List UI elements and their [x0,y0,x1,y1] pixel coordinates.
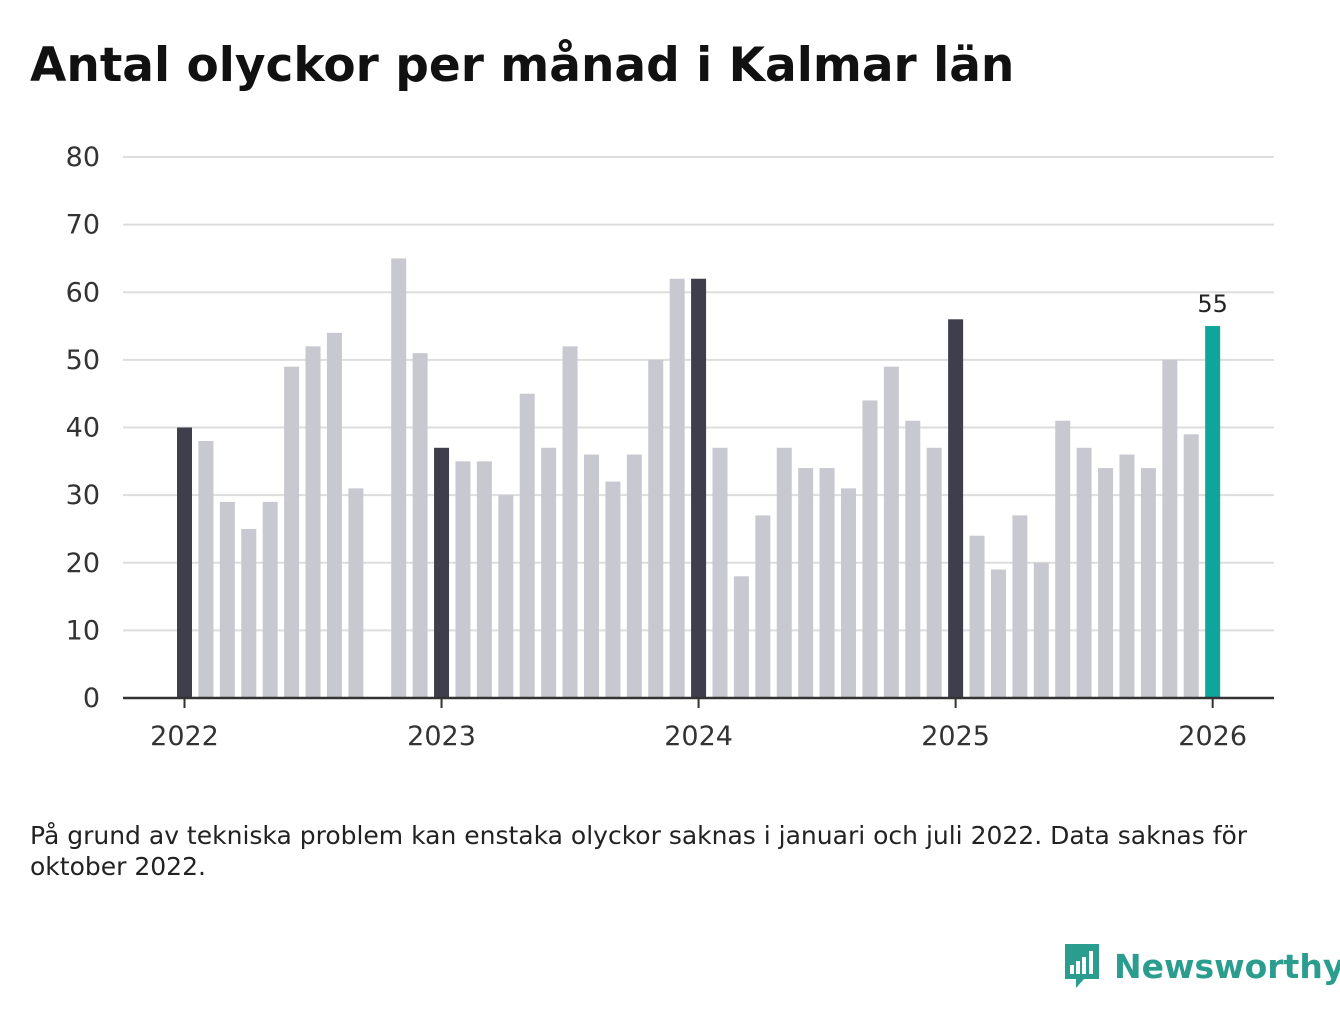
bar-2022-03 [219,501,235,698]
bar-2024-11 [905,420,921,698]
bar-2025-08 [1098,468,1114,698]
bar-chart: 0 10 20 30 40 50 60 70 80 55 2022 2023 2024 2025 2026 [66,142,1274,752]
bar-2024-04 [755,515,771,698]
bars [177,258,1221,698]
bar-2022-05 [262,501,278,698]
bar-2025-10 [1140,468,1156,698]
bar-2022-06 [284,366,300,698]
bar-2023-09 [605,481,621,698]
bar-2022-01 [177,427,192,698]
bar-2024-01 [691,278,707,698]
bar-2022-09 [348,488,364,698]
x-tick-label: 2026 [1178,721,1247,752]
x-tick-label: 2022 [150,721,219,752]
y-tick-label: 80 [66,142,100,173]
bar-2025-09 [1119,454,1135,698]
bar-2023-03 [476,461,492,698]
data-label-latest: 55 [1197,290,1228,318]
brand-logo-block[interactable]: Newsworthy [1062,940,1340,992]
bar-chart-speech-bubble-icon [1062,941,1102,991]
y-tick-label: 20 [66,548,100,579]
bar-2023-07 [562,346,578,698]
bar-2025-07 [1076,447,1092,698]
bar-2025-12 [1183,434,1199,698]
bar-2024-07 [819,468,835,698]
y-tick-label: 30 [66,480,100,511]
chart-title: Antal olyckor per månad i Kalmar län [30,38,1015,93]
y-tick-label: 10 [66,615,100,646]
bar-2023-08 [583,454,599,698]
bar-2025-03 [990,569,1006,698]
bar-2023-01 [434,447,450,698]
bar-2022-07 [305,346,321,698]
y-tick-label: 70 [66,210,100,241]
bar-2025-05 [1033,562,1049,698]
bar-2023-11 [648,359,664,698]
bar-2023-02 [455,461,471,698]
x-tick-label: 2023 [407,721,476,752]
bar-2024-08 [841,488,857,698]
bar-2024-09 [862,400,878,698]
bar-2023-05 [519,393,535,698]
brand-name: Newsworthy [1114,946,1340,986]
bar-2025-11 [1162,359,1178,698]
bar-2022-08 [326,332,342,698]
bar-2024-10 [883,366,899,698]
bar-2024-12 [926,447,942,698]
y-tick-label: 50 [66,345,100,376]
bar-2025-02 [969,535,985,698]
bar-2025-04 [1012,515,1028,698]
footnote: På grund av tekniska problem kan enstaka… [30,821,1248,881]
bar-2024-05 [776,447,792,698]
bar-2026-01 [1205,326,1221,698]
bar-2024-06 [798,468,814,698]
bar-2023-10 [626,454,642,698]
bar-2022-12 [412,353,428,698]
bar-2024-02 [712,447,728,698]
bar-2023-04 [498,495,514,698]
bar-2025-01 [948,319,964,698]
x-tick-label: 2024 [664,721,733,752]
labels: 0 10 20 30 40 50 60 70 80 55 2022 2023 2024 2025 2026 [66,142,1247,752]
bar-2023-06 [541,447,557,698]
y-tick-label: 0 [83,683,100,714]
axes [123,696,1274,708]
x-tick-label: 2025 [921,721,990,752]
bar-2024-03 [733,576,749,698]
bar-2022-02 [198,441,214,698]
y-tick-label: 40 [66,413,100,444]
bar-2023-12 [669,278,685,698]
y-tick-label: 60 [66,277,100,308]
bar-2025-06 [1055,420,1071,698]
bar-2022-04 [241,528,257,698]
bar-2022-11 [391,258,407,698]
